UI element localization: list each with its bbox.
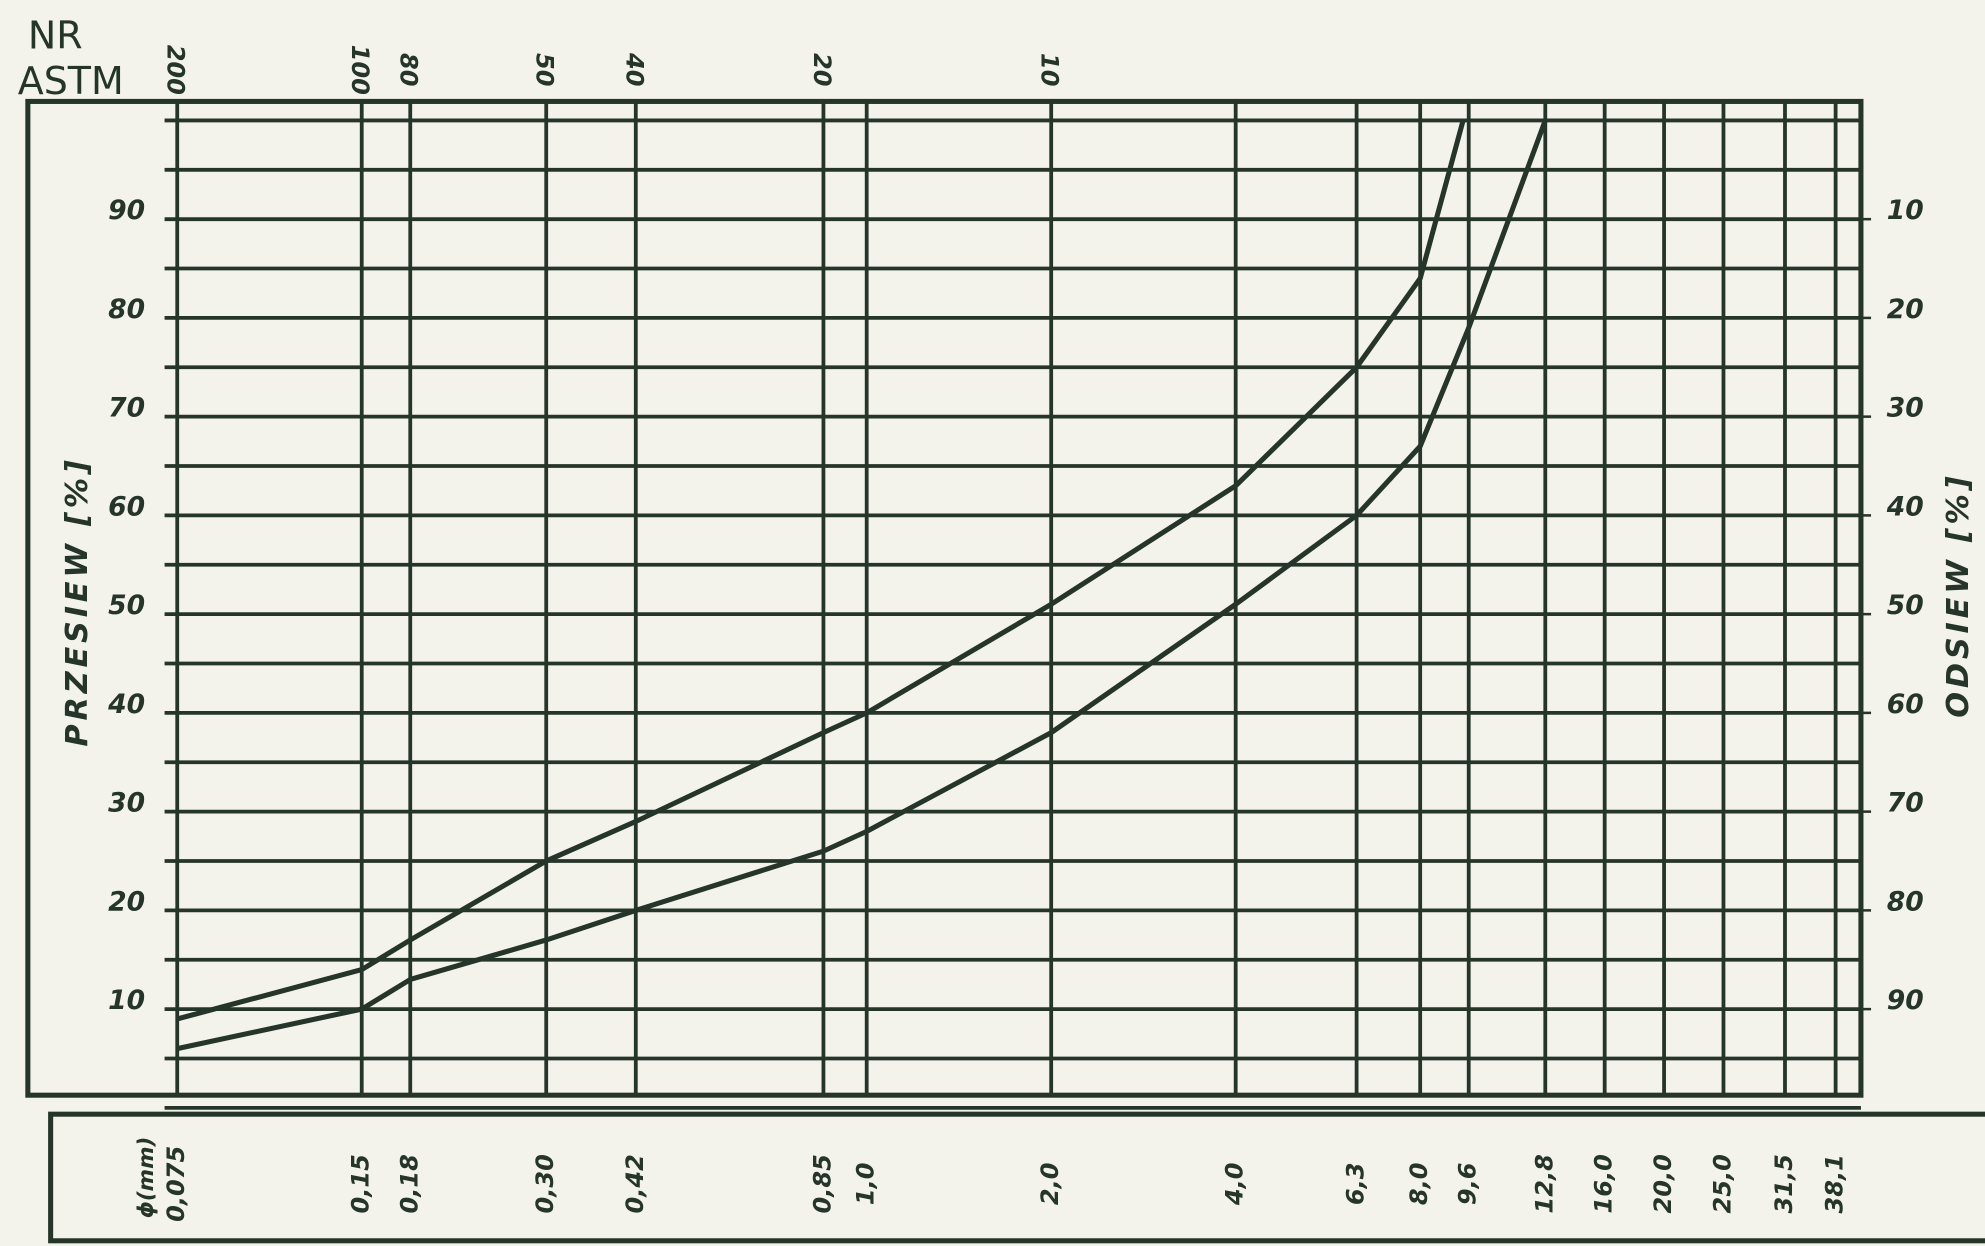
x2-tick-label: 10 — [1036, 53, 1064, 86]
x-tick-label: 2,0 — [1036, 1163, 1064, 1206]
x-tick-label: 0,42 — [621, 1154, 649, 1213]
y2-tick-label: 80 — [1887, 886, 1924, 917]
y2-axis-label: ODSIEW [%] — [1941, 473, 1976, 718]
top-axis-title: NR — [28, 14, 83, 58]
x-axis-label: ϕ(mm) — [134, 1137, 159, 1219]
x2-tick-label: 20 — [808, 53, 836, 86]
x-tick-label: 0,075 — [162, 1146, 190, 1222]
y2-tick-label: 20 — [1887, 294, 1924, 325]
x2-tick-label: 200 — [162, 45, 190, 95]
y-tick-label: 90 — [108, 195, 145, 226]
x-tick-label: 0,15 — [347, 1154, 375, 1213]
x-tick-label: 25,0 — [1708, 1154, 1736, 1213]
x-tick-label: 1,0 — [852, 1163, 880, 1206]
y-tick-label: 10 — [108, 985, 145, 1016]
x-tick-label: 20,0 — [1649, 1154, 1677, 1213]
x-tick-label: 0,18 — [395, 1154, 423, 1213]
x-tick-label: 0,85 — [808, 1154, 836, 1213]
label-box — [48, 1111, 1985, 1244]
top-axis-title: ASTM — [18, 59, 124, 103]
y-tick-label: 30 — [108, 788, 145, 819]
x2-tick-label: 100 — [346, 45, 374, 95]
plot-frame — [25, 98, 1864, 1098]
x-tick-label: 9,6 — [1454, 1163, 1482, 1206]
y-tick-label: 60 — [108, 491, 145, 522]
grading-curve — [176, 119, 1548, 1052]
x2-tick-label: 50 — [531, 53, 559, 86]
x-tick-label: 4,0 — [1221, 1163, 1249, 1207]
y-tick-label: 70 — [108, 393, 145, 424]
x-tick-label: 31,5 — [1770, 1154, 1798, 1213]
y-axis-label: PRZESIEW [%] — [60, 456, 95, 746]
y2-tick-label: 30 — [1887, 393, 1924, 424]
x-tick-label: 8,0 — [1405, 1163, 1433, 1206]
y2-tick-label: 70 — [1887, 788, 1924, 819]
x-tick-label: 0,30 — [531, 1154, 559, 1213]
x-tick-label: 12,8 — [1530, 1154, 1558, 1213]
y-tick-label: 50 — [108, 590, 145, 621]
x2-tick-label: 40 — [620, 52, 648, 86]
y2-tick-label: 60 — [1887, 689, 1924, 720]
y2-tick-label: 90 — [1887, 985, 1924, 1016]
y2-tick-label: 50 — [1887, 590, 1924, 621]
y2-tick-label: 10 — [1887, 195, 1924, 226]
y-tick-label: 80 — [108, 294, 145, 325]
x2-tick-label: 80 — [395, 53, 423, 86]
x-tick-label: 16,0 — [1590, 1154, 1618, 1213]
x-tick-label: 38,1 — [1821, 1154, 1849, 1213]
y-tick-label: 40 — [107, 689, 145, 720]
y2-tick-label: 40 — [1886, 491, 1924, 522]
y-tick-label: 20 — [108, 886, 145, 917]
grading-curve — [176, 119, 1466, 1022]
x-tick-label: 6,3 — [1342, 1163, 1370, 1206]
